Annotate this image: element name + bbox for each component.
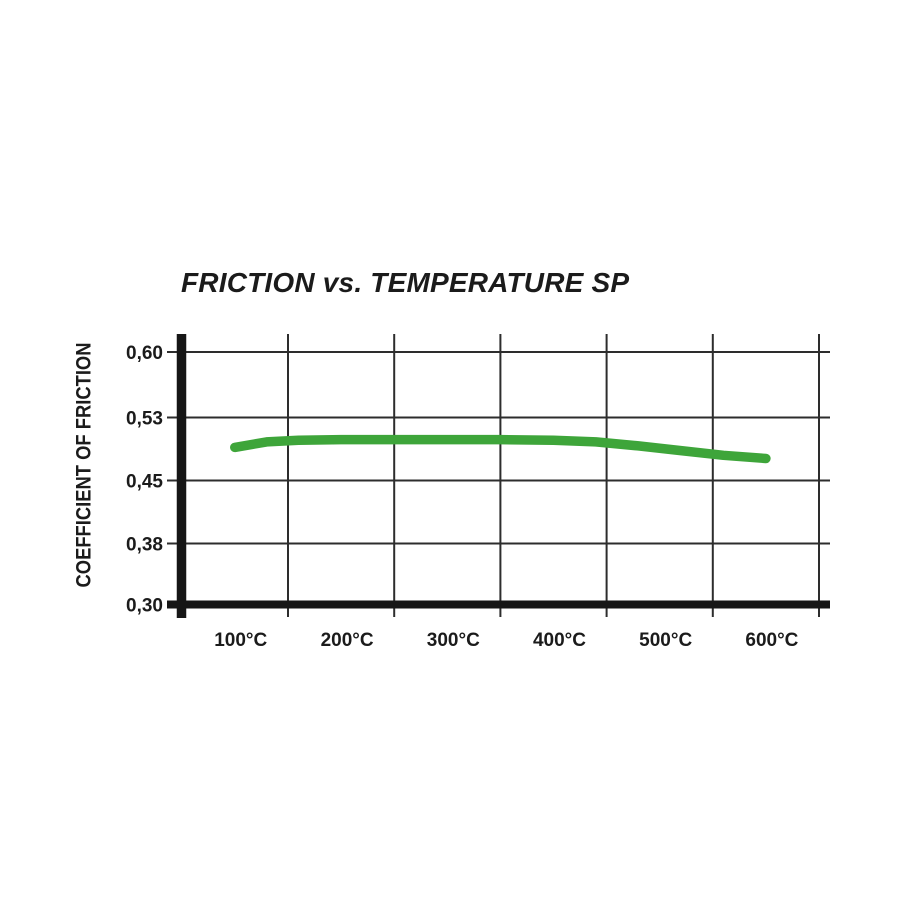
chart-title: FRICTION vs. TEMPERATURE SP (181, 267, 630, 298)
y-tick-label: 0,60 (126, 343, 163, 364)
y-tick-label: 0,53 (126, 409, 163, 430)
friction-curve (230, 434, 771, 464)
x-tick-label: 300°C (427, 630, 480, 651)
gridlines (167, 334, 830, 617)
x-tick-label: 400°C (533, 630, 586, 651)
y-tick-label: 0,38 (126, 535, 163, 556)
y-axis-title: COEFFICIENT OF FRICTION (73, 343, 96, 588)
x-tick-label: 500°C (639, 630, 692, 651)
y-tick-label: 0,30 (126, 596, 163, 617)
x-tick-label: 200°C (321, 630, 374, 651)
x-tick-label: 100°C (214, 630, 267, 651)
y-tick-label: 0,45 (126, 472, 163, 493)
x-tick-label: 600°C (745, 630, 798, 651)
